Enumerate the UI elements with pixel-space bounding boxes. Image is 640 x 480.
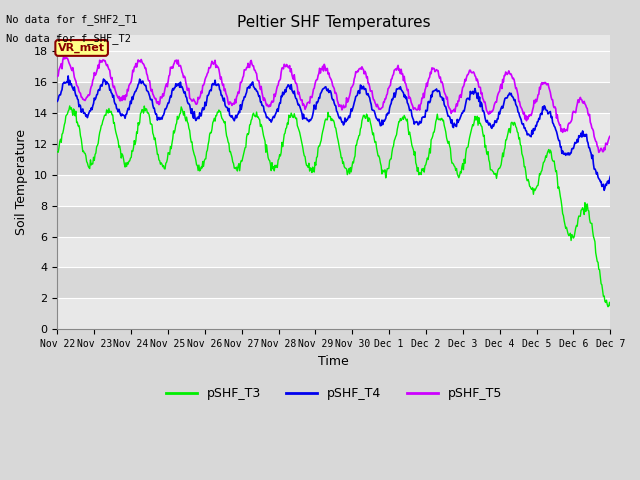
Y-axis label: Soil Temperature: Soil Temperature	[15, 129, 28, 235]
Legend: pSHF_T3, pSHF_T4, pSHF_T5: pSHF_T3, pSHF_T4, pSHF_T5	[161, 383, 507, 406]
Text: No data for f_SHF2_T1: No data for f_SHF2_T1	[6, 13, 138, 24]
Title: Peltier SHF Temperatures: Peltier SHF Temperatures	[237, 15, 431, 30]
Bar	[58, 299, 611, 329]
X-axis label: Time: Time	[319, 355, 349, 368]
Bar	[58, 175, 611, 205]
Text: No data for f_SHF_T2: No data for f_SHF_T2	[6, 33, 131, 44]
Bar	[58, 267, 611, 299]
Bar	[58, 205, 611, 237]
Bar	[58, 113, 611, 144]
Bar	[58, 82, 611, 113]
Text: VR_met: VR_met	[58, 43, 105, 53]
Bar	[58, 144, 611, 175]
Bar	[58, 51, 611, 82]
Bar	[58, 237, 611, 267]
